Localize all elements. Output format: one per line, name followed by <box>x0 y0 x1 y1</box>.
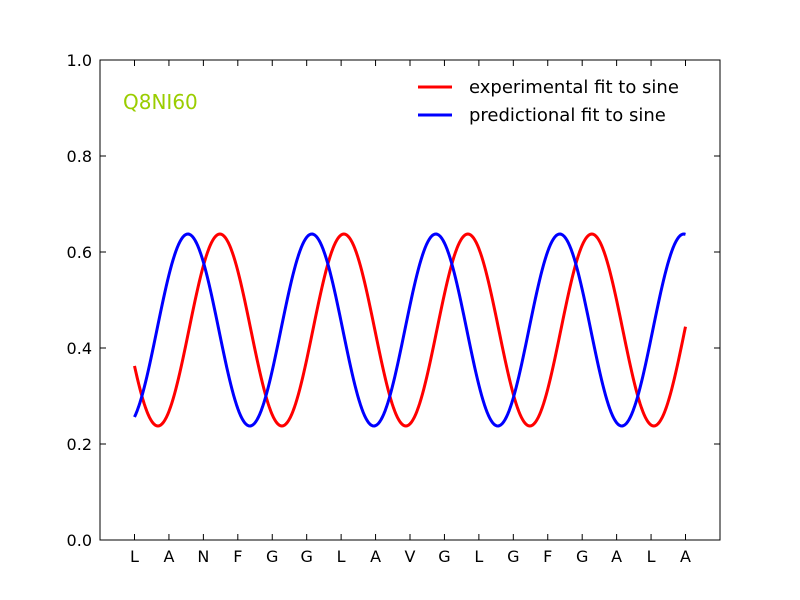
x-tick-label: V <box>405 547 416 566</box>
y-tick-label: 1.0 <box>67 51 92 70</box>
chart-annotation: Q8NI60 <box>123 90 198 114</box>
y-tick-label: 0.0 <box>67 531 92 550</box>
series-line-predictional <box>133 232 686 428</box>
x-tick-label: L <box>130 547 139 566</box>
y-tick-label: 0.4 <box>67 339 92 358</box>
x-tick-label: A <box>163 547 174 566</box>
x-tick-label: G <box>300 547 312 566</box>
x-tick-label: G <box>507 547 519 566</box>
x-tick-label: G <box>266 547 278 566</box>
y-tick-label: 0.2 <box>67 435 92 454</box>
legend: experimental fit to sine predictional fit… <box>418 77 679 126</box>
series-line-experimental <box>133 232 687 428</box>
x-tick-label: L <box>337 547 346 566</box>
y-axis: 0.0 0.2 0.4 0.6 0.8 1.0 <box>67 51 720 550</box>
x-tick-label: A <box>680 547 691 566</box>
series-lines <box>133 232 687 428</box>
x-tick-label: L <box>647 547 656 566</box>
x-tick-label: G <box>438 547 450 566</box>
x-tick-label: G <box>576 547 588 566</box>
y-tick-label: 0.8 <box>67 147 92 166</box>
y-tick-label: 0.6 <box>67 243 92 262</box>
x-tick-label: L <box>474 547 483 566</box>
plot-frame <box>99 59 721 541</box>
x-tick-label: A <box>370 547 381 566</box>
x-tick-label: A <box>611 547 622 566</box>
legend-label: experimental fit to sine <box>469 77 679 98</box>
x-tick-label: F <box>233 547 242 566</box>
x-tick-label: F <box>543 547 552 566</box>
x-tick-label: N <box>197 547 209 566</box>
legend-label: predictional fit to sine <box>469 105 666 126</box>
